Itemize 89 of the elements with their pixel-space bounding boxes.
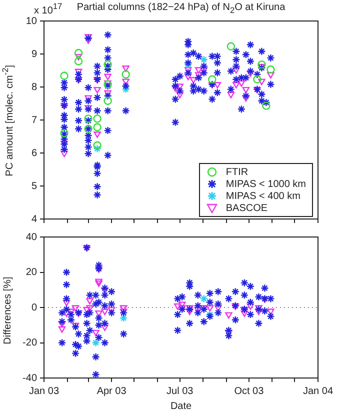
y-tick-label: 9 xyxy=(31,48,38,60)
point xyxy=(72,305,80,312)
y-tick-label: 40 xyxy=(26,232,38,243)
x-axis-title: Date xyxy=(170,400,192,412)
y-tick-label: 8 xyxy=(31,82,38,93)
point xyxy=(86,305,94,312)
point xyxy=(267,308,274,316)
point xyxy=(195,67,202,74)
point xyxy=(74,57,83,66)
point xyxy=(232,82,240,88)
point xyxy=(62,310,70,317)
point xyxy=(93,123,102,132)
point xyxy=(58,326,66,333)
x-tick-label: Jan 04 xyxy=(302,386,334,397)
point xyxy=(101,308,108,316)
point xyxy=(238,80,246,87)
point xyxy=(208,75,216,84)
point xyxy=(206,305,214,312)
point xyxy=(184,74,192,80)
point xyxy=(60,150,68,158)
point xyxy=(101,324,108,331)
y-tick-label: 20 xyxy=(26,267,38,278)
point xyxy=(94,132,101,138)
legend-label: MIPAS < 1000 km xyxy=(226,178,306,190)
point xyxy=(240,310,248,317)
x-tick-label: Apr 03 xyxy=(96,386,127,397)
point xyxy=(267,72,274,79)
point xyxy=(104,74,112,80)
point xyxy=(86,298,94,305)
point xyxy=(95,310,102,317)
point xyxy=(242,86,250,94)
point xyxy=(232,67,240,74)
legend-label: BASCOE xyxy=(226,202,268,214)
point xyxy=(246,303,254,310)
point xyxy=(242,95,250,102)
point xyxy=(93,144,102,153)
y-tick-label: 10 xyxy=(26,16,38,27)
point xyxy=(227,92,235,98)
point xyxy=(258,78,266,86)
point xyxy=(93,141,102,150)
point xyxy=(74,54,82,60)
point xyxy=(60,72,68,80)
y-tick-label: 7 xyxy=(31,114,38,126)
point xyxy=(119,314,128,322)
point xyxy=(122,78,130,86)
point xyxy=(176,84,184,90)
y-tick-label: -20 xyxy=(22,338,38,348)
y-tick-label: 5 xyxy=(31,180,38,192)
x-tick-label: Oct 03 xyxy=(234,386,264,397)
point xyxy=(178,302,186,308)
point xyxy=(266,65,275,74)
legend-label: FTIR xyxy=(226,166,248,178)
point xyxy=(200,294,208,303)
y-axis-title: Differences [%] xyxy=(2,276,14,344)
point xyxy=(225,312,232,319)
point xyxy=(190,77,198,84)
point xyxy=(104,96,112,105)
point xyxy=(226,42,236,51)
text: x 10$^{17}$ xyxy=(34,1,62,16)
point xyxy=(120,305,128,312)
x-tick-label: Jul 03 xyxy=(166,386,194,397)
point xyxy=(74,48,83,58)
y-tick-label: 4 xyxy=(31,214,38,225)
legend-label: MIPAS < 400 km xyxy=(226,190,300,202)
point xyxy=(258,60,266,69)
point xyxy=(214,305,222,312)
point xyxy=(83,306,90,314)
y-tick-label: 6 xyxy=(31,148,38,159)
point xyxy=(200,56,208,64)
point xyxy=(176,92,184,98)
point xyxy=(253,75,262,84)
point xyxy=(92,338,100,347)
point xyxy=(246,70,254,77)
point xyxy=(186,308,194,316)
point xyxy=(84,37,92,44)
point xyxy=(94,86,101,94)
x-tick-label: Jan 03 xyxy=(28,386,60,397)
point xyxy=(174,303,182,310)
point xyxy=(122,70,130,79)
y-tick-label: -40 xyxy=(22,372,38,384)
y-tick-label: 0 xyxy=(31,302,38,314)
point xyxy=(172,85,179,92)
point xyxy=(122,66,130,72)
point xyxy=(255,308,262,316)
point xyxy=(262,102,270,110)
point xyxy=(93,114,102,123)
point xyxy=(92,330,100,336)
point xyxy=(62,300,70,306)
chart-title: Partial columns (182−24 hPa) of N$_{2}$O at Kiruna xyxy=(76,2,286,15)
